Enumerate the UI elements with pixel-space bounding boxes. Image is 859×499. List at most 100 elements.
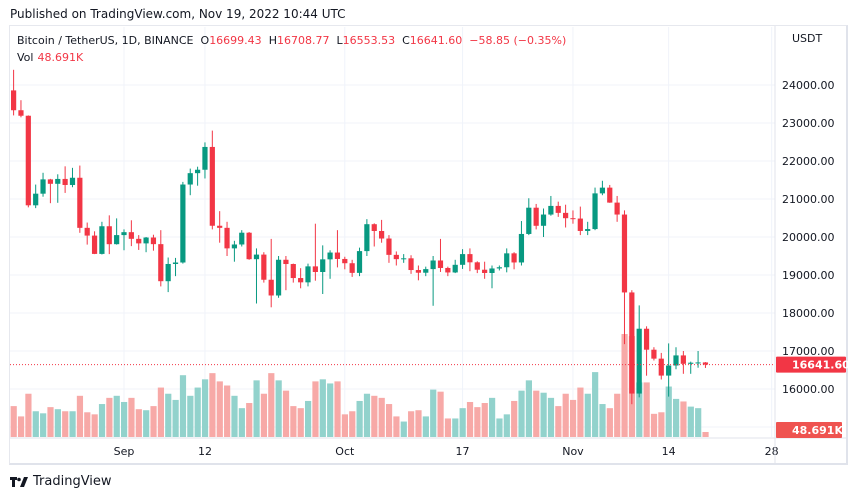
candle-body: [563, 212, 569, 219]
candle-body: [356, 251, 363, 273]
candle-body: [91, 235, 98, 254]
candle-body: [533, 207, 539, 226]
volume-bar: [290, 406, 297, 437]
volume-bar: [444, 418, 452, 437]
candle-body: [305, 266, 311, 283]
volume-bar: [135, 409, 142, 437]
candle-body: [47, 179, 53, 184]
candle-body: [702, 362, 709, 365]
candle-body: [99, 226, 105, 254]
volume-bar: [47, 407, 54, 437]
x-tick-label: 12: [198, 445, 212, 458]
volume-bar: [209, 373, 216, 437]
candle-body: [658, 358, 664, 376]
candle-body: [629, 292, 635, 394]
volume-bar: [91, 414, 98, 437]
volume-bar: [10, 406, 17, 437]
candle-body: [371, 224, 377, 231]
volume-bar: [312, 381, 319, 437]
volume-bar: [143, 410, 150, 437]
y-tick-label: 16000.00: [782, 383, 835, 396]
x-tick-label: Oct: [335, 445, 355, 458]
volume-bar: [157, 387, 164, 437]
volume-bar: [577, 387, 584, 437]
candle-body: [548, 205, 554, 215]
volume-value: 48.691K: [37, 51, 84, 64]
candle-body: [437, 260, 444, 268]
candle-body: [33, 193, 39, 206]
candle-body: [18, 110, 24, 116]
volume-bar: [224, 385, 231, 437]
volume-bar: [128, 397, 135, 437]
volume-bar: [84, 412, 91, 437]
low-value: 16553.53: [342, 34, 396, 47]
volume-bar: [503, 414, 510, 437]
volume-bar: [569, 399, 577, 437]
volume-bar: [393, 416, 400, 437]
volume-bar: [76, 395, 84, 437]
volume-bar: [466, 401, 474, 437]
volume-bar: [54, 409, 61, 437]
volume-bar: [459, 408, 466, 437]
candle-body: [607, 187, 613, 203]
candle-body: [40, 179, 46, 194]
volume-bar: [150, 406, 157, 437]
volume-bar: [297, 408, 304, 437]
volume-bar: [584, 393, 591, 437]
candle-body: [673, 355, 679, 366]
x-tick-label: Nov: [562, 445, 584, 458]
footer: TradingView: [10, 474, 112, 489]
volume-bar: [687, 406, 694, 437]
candle-body: [62, 178, 68, 185]
volume-bar: [106, 397, 113, 437]
candle-body: [150, 237, 157, 245]
candle-body: [195, 169, 201, 174]
volume-bar: [599, 404, 606, 437]
volume-bar: [650, 413, 658, 437]
candle-body: [158, 244, 164, 282]
volume-bar: [32, 411, 39, 437]
y-tick-label: 18000.00: [782, 307, 835, 320]
candle-body: [474, 262, 480, 270]
candle-body: [69, 177, 76, 185]
y-tick-label: 17000.00: [782, 345, 835, 358]
volume-bar: [179, 375, 187, 437]
tradingview-logo-icon[interactable]: [10, 476, 28, 488]
candle-body: [526, 207, 532, 234]
candle-body: [55, 178, 61, 184]
candle-body: [172, 262, 179, 264]
candle-body: [680, 355, 686, 364]
volume-bar: [319, 379, 326, 437]
volume-bar: [658, 412, 665, 437]
volume-bar: [385, 404, 393, 437]
candle-body: [77, 177, 83, 228]
last-price-tag: [776, 356, 846, 373]
volume-bar: [408, 411, 415, 437]
candle-body: [246, 232, 252, 260]
candle-body: [261, 254, 267, 280]
candle-body: [217, 225, 223, 228]
volume-bar: [371, 395, 378, 437]
candle-body: [165, 263, 171, 282]
footer-brand[interactable]: TradingView: [33, 474, 112, 489]
candle-body: [415, 270, 421, 273]
volume-bar: [40, 413, 47, 437]
currency-label: USDT: [792, 32, 823, 45]
candle-body: [25, 115, 31, 206]
candle-body: [268, 279, 274, 296]
symbol-legend: Bitcoin / TetherUS, 1D, BINANCE O16699.4…: [17, 34, 566, 47]
candle-body: [430, 260, 436, 270]
volume-bar: [187, 395, 194, 437]
candle-body: [202, 146, 208, 170]
candle-body: [651, 349, 657, 359]
candle-body: [570, 218, 576, 220]
candle-body: [327, 252, 333, 260]
volume-bar: [121, 401, 128, 437]
candle-body: [253, 254, 260, 260]
volume-bar: [525, 380, 532, 437]
symbol-title[interactable]: Bitcoin / TetherUS, 1D, BINANCE: [17, 34, 194, 47]
volume-bar: [606, 408, 613, 437]
candle-body: [290, 264, 296, 279]
volume-bar: [327, 383, 334, 437]
